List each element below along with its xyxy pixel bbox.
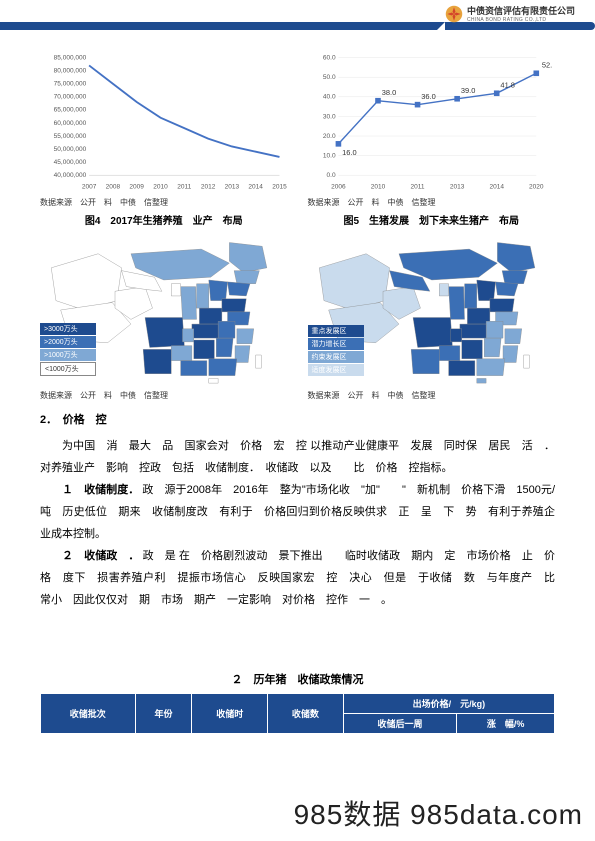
map-right-box: 重点发展区潜力增长区约束发展区适度发展区 数据来源 公开 料 中债 信整理 [308, 235, 556, 401]
table-header: 出场价格/ 元/kg) [343, 694, 554, 714]
svg-text:2014: 2014 [489, 183, 504, 190]
table-header: 收储数 [268, 694, 344, 734]
svg-text:50.0: 50.0 [322, 74, 335, 81]
para2-label: １ 收储制度． [62, 484, 139, 496]
svg-text:2012: 2012 [201, 183, 216, 190]
legend-item: >2000万头 [40, 336, 96, 348]
legend-item: >1000万头 [40, 349, 96, 361]
table-header: 年份 [135, 694, 192, 734]
svg-text:70,000,000: 70,000,000 [54, 94, 87, 101]
svg-text:2009: 2009 [129, 183, 144, 190]
legend-item: 潜力增长区 [308, 338, 364, 350]
page-content: 40,000,000 45,000,000 50,000,000 55,000,000… [0, 32, 595, 734]
svg-text:2006: 2006 [331, 183, 346, 190]
svg-text:65,000,000: 65,000,000 [54, 107, 87, 114]
para3-label: ２ 收储政 ． [62, 550, 139, 562]
chart-left-source: 数据来源 公开 料 中债 信整理 [40, 197, 288, 208]
svg-text:2007: 2007 [82, 183, 97, 190]
svg-text:39.0: 39.0 [460, 86, 475, 95]
legend-item: 适度发展区 [308, 364, 364, 376]
logo-text-cn: 中债资信评估有限责任公司 [467, 4, 575, 17]
svg-text:85,000,000: 85,000,000 [54, 54, 87, 61]
svg-text:2015: 2015 [272, 183, 287, 190]
para3: ２ 收储政 ． 政 是 在 价格剧烈波动 景下推出 临时收储政 期内 定 市场价… [40, 545, 555, 611]
svg-text:2010: 2010 [153, 183, 168, 190]
chart-left-box: 40,000,000 45,000,000 50,000,000 55,000,000… [40, 52, 288, 227]
svg-text:40.0: 40.0 [322, 94, 335, 101]
svg-text:55,000,000: 55,000,000 [54, 133, 87, 140]
fig4-title: 图4 2017年生猪养殖 业产 布局 [40, 212, 288, 227]
svg-text:80,000,000: 80,000,000 [54, 68, 87, 75]
table-header: 收储时 [192, 694, 268, 734]
para1: 为中国 消 最大 品 国家会对 价格 宏 控 以推动产业健康平 发展 同时保 居… [40, 435, 555, 479]
charts-row: 40,000,000 45,000,000 50,000,000 55,000,000… [40, 52, 555, 227]
fig5-title: 图5 生猪发展 划下未来生猪产 布局 [308, 212, 556, 227]
logo-area: 中债资信评估有限责任公司 CHINA BOND RATING CO.,LTD [445, 4, 575, 23]
svg-text:0.0: 0.0 [326, 172, 335, 179]
legend-item: 重点发展区 [308, 325, 364, 337]
legend-right: 重点发展区潜力增长区约束发展区适度发展区 [308, 325, 364, 377]
logo-icon [445, 5, 463, 23]
svg-text:2011: 2011 [410, 183, 424, 190]
chart-right-source: 数据来源 公开 料 中债 信整理 [308, 197, 556, 208]
section-heading: 2． 价格 控 [40, 411, 555, 427]
table-subheader: 涨 幅/% [457, 714, 555, 734]
table-header: 收储批次 [41, 694, 136, 734]
table-subheader: 收储后一周 [343, 714, 457, 734]
svg-text:36.0: 36.0 [421, 92, 436, 101]
watermark: 985数据 985data.com [294, 793, 583, 833]
svg-text:10.0: 10.0 [322, 152, 335, 159]
page-header: 中债资信评估有限责任公司 CHINA BOND RATING CO.,LTD [0, 0, 595, 32]
svg-text:2014: 2014 [248, 183, 263, 190]
legend-item: >3000万头 [40, 323, 96, 335]
logo-text-en: CHINA BOND RATING CO.,LTD [467, 17, 575, 23]
svg-text:40,000,000: 40,000,000 [54, 172, 87, 179]
legend-item: 约束发展区 [308, 351, 364, 363]
svg-text:20.0: 20.0 [322, 133, 335, 140]
svg-text:41.8: 41.8 [500, 81, 515, 90]
svg-text:2010: 2010 [370, 183, 385, 190]
svg-text:50,000,000: 50,000,000 [54, 146, 87, 153]
legend-item: <1000万头 [40, 362, 96, 376]
header-bar [0, 22, 595, 30]
chart-right-svg: 0.0 10.0 20.0 30.0 40.0 50.0 60.0 2006 2010 2011 2… [308, 52, 556, 192]
chart-right-box: 0.0 10.0 20.0 30.0 40.0 50.0 60.0 2006 2010 2011 2… [308, 52, 556, 227]
svg-text:16.0: 16.0 [342, 148, 357, 157]
chart-left-svg: 40,000,000 45,000,000 50,000,000 55,000,000… [40, 52, 288, 192]
legend-left: >3000万头>2000万头>1000万头<1000万头 [40, 323, 96, 377]
svg-text:60,000,000: 60,000,000 [54, 120, 87, 127]
svg-text:38.0: 38.0 [381, 88, 396, 97]
para2: １ 收储制度． 政 源于2008年 2016年 整为"市场化收 "加" " 新机… [40, 479, 555, 545]
svg-text:30.0: 30.0 [322, 113, 335, 120]
table-title: ２ 历年猪 收储政策情况 [40, 671, 555, 687]
svg-text:75,000,000: 75,000,000 [54, 81, 87, 88]
svg-text:2020: 2020 [529, 183, 544, 190]
svg-text:2008: 2008 [106, 183, 121, 190]
svg-text:2011: 2011 [177, 183, 191, 190]
svg-text:2013: 2013 [225, 183, 240, 190]
map-right-source: 数据来源 公开 料 中债 信整理 [308, 390, 556, 401]
svg-text:2013: 2013 [449, 183, 464, 190]
svg-text:60.0: 60.0 [322, 54, 335, 61]
map-left-source: 数据来源 公开 料 中债 信整理 [40, 390, 288, 401]
policy-table: 收储批次年份收储时收储数出场价格/ 元/kg)收储后一周涨 幅/% [40, 693, 555, 734]
maps-row: >3000万头>2000万头>1000万头<1000万头 数据来源 公开 料 中… [40, 235, 555, 401]
svg-text:52.: 52. [541, 61, 551, 70]
map-left-box: >3000万头>2000万头>1000万头<1000万头 数据来源 公开 料 中… [40, 235, 288, 401]
svg-text:45,000,000: 45,000,000 [54, 159, 87, 166]
